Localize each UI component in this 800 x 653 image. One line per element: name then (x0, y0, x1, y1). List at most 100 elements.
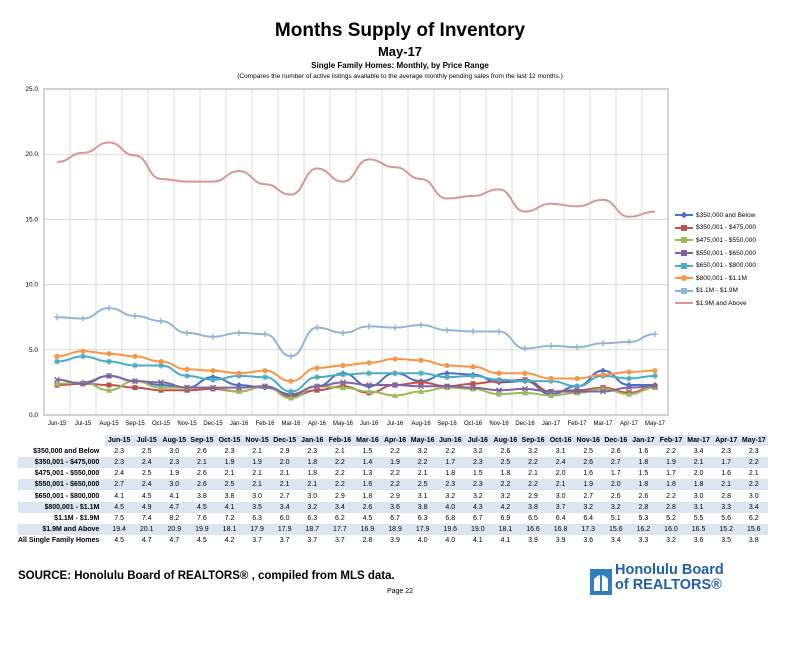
table-row-label: All Single Family Homes (18, 536, 100, 544)
table-cell: 3.2 (574, 501, 602, 513)
table-cell: 3.7 (546, 501, 575, 513)
table-cell: 1.8 (298, 457, 327, 469)
table-cell: 2.3 (160, 457, 189, 469)
table-cell: 7.6 (197, 514, 207, 522)
table-column-header: Jun-16 (436, 435, 465, 447)
table-header-row: Jun-15 Jul-15 Aug-15 Sep-15 Oct-15 Nov-15 Dec-… (18, 435, 768, 447)
table-cell: 4.7 (160, 501, 189, 513)
table-cell: 3.0 (748, 492, 759, 500)
table-cell: 2.2 (491, 479, 520, 491)
table-cell: 4.9 (132, 501, 161, 513)
table-cell: 2.2 (334, 470, 345, 478)
table-cell: 2.3 (224, 448, 235, 456)
table-cell: 2.3 (105, 457, 133, 469)
data-point (132, 353, 138, 359)
table-column-header: Aug-15 (160, 435, 189, 447)
data-point (444, 370, 450, 377)
table-cell: 20.9 (160, 523, 189, 535)
table-cell: 2.3 (721, 448, 732, 456)
table-row-label: $800,001 - $1.1M (18, 501, 106, 513)
table-cell: 15.6 (739, 523, 768, 535)
table-cell: 4.3 (464, 501, 492, 513)
data-point (470, 328, 476, 335)
data-point (54, 353, 60, 359)
table-cell: 1.9 (381, 457, 409, 469)
data-point (652, 372, 658, 379)
honolulu-board-logo (590, 569, 612, 595)
table-cell: 2.5 (141, 448, 152, 456)
data-point (210, 333, 216, 340)
table-cell: 2.1 (712, 479, 740, 491)
table-corner (18, 435, 106, 447)
table-cell: 1.5 (472, 470, 483, 478)
table-cell: 3.8 (224, 492, 235, 500)
data-point (236, 372, 242, 379)
table-row: $550,001 - $650,000 2.7 2.4 3.0 2.6 2.5 2.1 2.1… (18, 479, 768, 491)
table-column-header: Oct-15 (215, 435, 244, 447)
x-tick-label: Oct-16 (464, 421, 483, 427)
table-cell: 2.2 (739, 457, 768, 469)
table-cell: 2.2 (519, 479, 547, 491)
data-point (158, 384, 164, 391)
data-point (236, 370, 242, 376)
table-cell: 2.3 (748, 448, 759, 456)
data-point (548, 375, 554, 382)
data-point (184, 387, 190, 393)
table-cell: 3.6 (693, 536, 704, 544)
page-number: Page 22 (386, 588, 414, 595)
data-point (262, 383, 268, 390)
x-tick-label: Dec-16 (515, 421, 535, 427)
y-tick-label: 25.0 (25, 86, 38, 93)
data-point (132, 362, 138, 369)
data-point (548, 392, 554, 398)
series-line (56, 380, 656, 400)
data-point (132, 385, 138, 391)
table-cell: 18.9 (381, 523, 409, 535)
table-cell: 2.8 (362, 536, 373, 544)
legend-label: $1.9M and Above (696, 299, 747, 307)
table-cell: 6.2 (748, 514, 759, 522)
table-cell: 2.7 (105, 479, 133, 491)
table-cell: 4.0 (417, 536, 428, 544)
data-point (80, 353, 86, 360)
data-point (314, 387, 320, 393)
table-column-header: May-17 (739, 435, 768, 447)
table-cell: 3.9 (555, 536, 566, 544)
table-cell: 4.1 (472, 536, 483, 544)
data-point (548, 378, 554, 385)
data-point (626, 369, 632, 375)
table-cell: 1.5 (638, 470, 649, 478)
data-point (522, 385, 528, 392)
data-point (444, 383, 450, 390)
legend-swatch (675, 236, 693, 244)
table-cell: 15.6 (602, 523, 630, 535)
legend-label: $1.1M - $1.9M (696, 287, 738, 295)
x-tick-label: Aug-16 (411, 421, 431, 427)
table-cell: 3.4 (739, 501, 768, 513)
table-cell: 2.9 (334, 492, 345, 500)
data-point (366, 370, 372, 377)
data-point (314, 374, 320, 381)
series-6 (54, 305, 658, 360)
legend-label: $350,001 - $475,000 (696, 224, 756, 232)
data-point (288, 388, 294, 395)
data-point (210, 368, 216, 374)
table-cell: 2.6 (574, 457, 602, 469)
legend-item: $1.1M - $1.9M (675, 285, 756, 298)
data-point (262, 368, 268, 374)
data-point (444, 374, 450, 381)
table-cell: 2.9 (390, 492, 400, 500)
table-cell: 6.3 (252, 514, 262, 522)
data-point (54, 376, 60, 383)
table-cell: 2.2 (666, 492, 676, 500)
table-cell: 4.1 (114, 492, 124, 500)
data-point (366, 388, 372, 395)
data-point (418, 388, 424, 395)
table-cell: 2.1 (334, 448, 345, 456)
x-tick-label: May-17 (645, 421, 666, 427)
table-cell: 1.9 (243, 457, 271, 469)
table-cell: 20.1 (132, 523, 161, 535)
table-row-label: $1.9M and Above (18, 523, 106, 535)
table-row: $650,001 - $800,000 4.1 4.5 4.1 3.8 3.8 3.0 2.7… (18, 490, 768, 501)
logo-text: Honolulu Board of REALTORS® (615, 563, 724, 593)
